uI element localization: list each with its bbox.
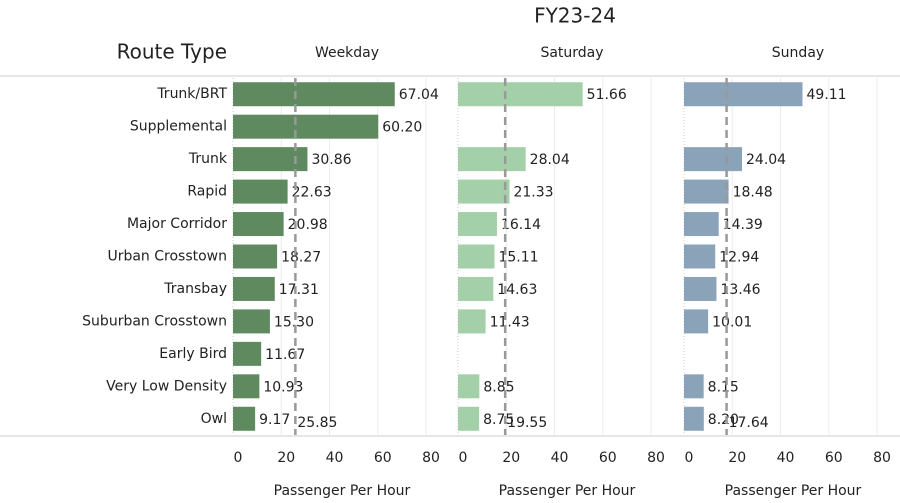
panel-header: Saturday — [540, 45, 603, 61]
bar — [684, 82, 803, 107]
value-label: 9.17 — [259, 412, 290, 428]
bar — [458, 82, 583, 107]
value-label: 10.01 — [712, 314, 752, 330]
value-label: 17.31 — [279, 282, 319, 298]
bar — [233, 374, 260, 399]
bar — [458, 179, 510, 204]
value-label: 10.93 — [263, 379, 303, 395]
bar — [233, 212, 284, 237]
bar — [684, 406, 704, 431]
category-label: Urban Crosstown — [107, 249, 227, 265]
value-label: 24.04 — [746, 152, 786, 168]
bar — [233, 309, 270, 334]
chart-title: FY23-24 — [534, 4, 616, 28]
reference-label: 25.85 — [297, 415, 337, 431]
bar — [233, 406, 256, 431]
bar — [684, 179, 729, 204]
bar — [684, 276, 717, 301]
value-label: 16.14 — [501, 217, 541, 233]
value-label: 60.20 — [382, 120, 422, 136]
bar — [233, 244, 278, 269]
panel-header: Sunday — [772, 45, 824, 61]
bar — [458, 374, 480, 399]
value-label: 8.85 — [483, 379, 514, 395]
category-label: Very Low Density — [106, 378, 227, 394]
x-tick-label: 40 — [326, 450, 344, 466]
value-label: 11.67 — [265, 347, 305, 363]
bar — [684, 212, 719, 237]
category-label: Owl — [201, 411, 227, 427]
x-tick-label: 0 — [685, 450, 694, 466]
x-tick-label: 20 — [728, 450, 746, 466]
bar — [458, 244, 495, 269]
x-axis-label: Passenger Per Hour — [499, 483, 636, 499]
bar — [233, 82, 395, 107]
category-label: Supplemental — [130, 119, 227, 135]
bar — [458, 147, 526, 172]
x-tick-label: 80 — [873, 450, 891, 466]
value-label: 12.94 — [719, 250, 759, 266]
bar — [458, 309, 486, 334]
x-tick-label: 0 — [234, 450, 243, 466]
x-axis-label: Passenger Per Hour — [274, 483, 411, 499]
bar — [458, 212, 497, 237]
panel-header: Weekday — [315, 45, 379, 61]
x-tick-label: 20 — [502, 450, 520, 466]
x-tick-label: 60 — [599, 450, 617, 466]
value-label: 8.75 — [483, 412, 514, 428]
bar — [684, 374, 704, 399]
category-label: Transbay — [163, 281, 227, 297]
reference-label: 17.64 — [729, 415, 769, 431]
category-label: Major Corridor — [127, 216, 227, 232]
category-header: Route Type — [117, 40, 227, 64]
bar — [684, 244, 716, 269]
value-label: 18.27 — [281, 250, 321, 266]
value-label: 14.39 — [723, 217, 763, 233]
bar — [458, 406, 480, 431]
value-label: 14.63 — [497, 282, 537, 298]
value-label: 8.15 — [708, 379, 739, 395]
bar — [233, 276, 275, 301]
value-label: 21.33 — [513, 185, 553, 201]
reference-label: 19.55 — [507, 415, 547, 431]
bar — [684, 309, 709, 334]
category-label: Trunk/BRT — [156, 86, 227, 102]
value-label: 28.04 — [530, 152, 570, 168]
bar — [233, 114, 379, 139]
bar — [233, 179, 288, 204]
x-tick-label: 60 — [374, 450, 392, 466]
x-axis-label: Passenger Per Hour — [725, 483, 862, 499]
x-tick-label: 80 — [422, 450, 440, 466]
category-label: Rapid — [187, 184, 227, 200]
value-label: 67.04 — [399, 87, 439, 103]
value-label: 18.48 — [733, 185, 773, 201]
x-tick-label: 80 — [647, 450, 665, 466]
value-label: 49.11 — [807, 87, 847, 103]
x-tick-label: 40 — [551, 450, 569, 466]
value-label: 15.30 — [274, 314, 314, 330]
category-label: Early Bird — [159, 346, 227, 362]
value-label: 15.11 — [498, 250, 538, 266]
value-label: 51.66 — [587, 87, 627, 103]
x-tick-label: 0 — [459, 450, 468, 466]
bar — [233, 341, 262, 366]
value-label: 20.98 — [288, 217, 328, 233]
value-label: 8.20 — [708, 412, 739, 428]
x-tick-label: 60 — [825, 450, 843, 466]
x-tick-label: 20 — [277, 450, 295, 466]
value-label: 11.43 — [490, 314, 530, 330]
category-label: Trunk — [188, 151, 228, 167]
x-tick-label: 40 — [777, 450, 795, 466]
bar — [684, 147, 743, 172]
bar — [458, 276, 494, 301]
category-label: Suburban Crosstown — [82, 313, 227, 329]
value-label: 13.46 — [720, 282, 760, 298]
value-label: 22.63 — [292, 185, 332, 201]
value-label: 30.86 — [311, 152, 351, 168]
